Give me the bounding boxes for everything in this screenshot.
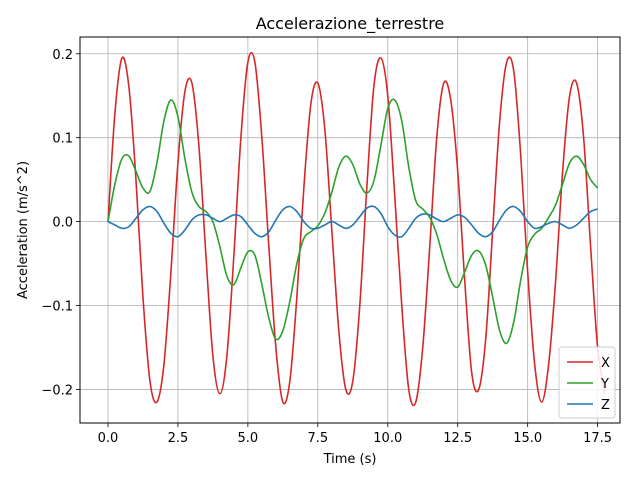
y-tick-label: −0.1 bbox=[41, 300, 73, 315]
x-tick-label: 12.5 bbox=[443, 431, 472, 446]
x-tick-label: 17.5 bbox=[583, 431, 612, 446]
legend: XYZ bbox=[558, 346, 616, 419]
x-tick-label: 15.0 bbox=[513, 431, 542, 446]
y-tick-label: 0.1 bbox=[52, 132, 73, 147]
x-tick-label: 2.5 bbox=[168, 431, 189, 446]
x-axis-ticks: 0.0 2.5 5.0 7.5 10.0 12.5 15.0 17.5 bbox=[98, 423, 612, 446]
series-line-x bbox=[107, 51, 606, 407]
chart-title: Accelerazione_terrestre bbox=[256, 14, 445, 34]
x-axis-label: Time (s) bbox=[323, 452, 377, 467]
y-axis-ticks: −0.2 −0.1 0.0 0.1 0.2 bbox=[41, 48, 80, 398]
x-tick-label: 5.0 bbox=[238, 431, 259, 446]
x-tick-label: 10.0 bbox=[373, 431, 402, 446]
legend-label-z: Z bbox=[601, 398, 610, 413]
series-line-y bbox=[107, 98, 599, 345]
legend-label-x: X bbox=[601, 356, 610, 371]
series-line-z bbox=[107, 205, 598, 238]
x-tick-label: 0.0 bbox=[98, 431, 119, 446]
y-axis-label: Acceleration (m/s^2) bbox=[16, 161, 31, 299]
x-tick-label: 7.5 bbox=[307, 431, 328, 446]
legend-label-y: Y bbox=[600, 377, 609, 392]
plot-frame bbox=[79, 36, 621, 424]
y-tick-label: 0.0 bbox=[52, 216, 73, 231]
y-tick-label: −0.2 bbox=[41, 383, 73, 398]
series-lines bbox=[107, 51, 606, 407]
y-tick-label: 0.2 bbox=[52, 48, 73, 63]
